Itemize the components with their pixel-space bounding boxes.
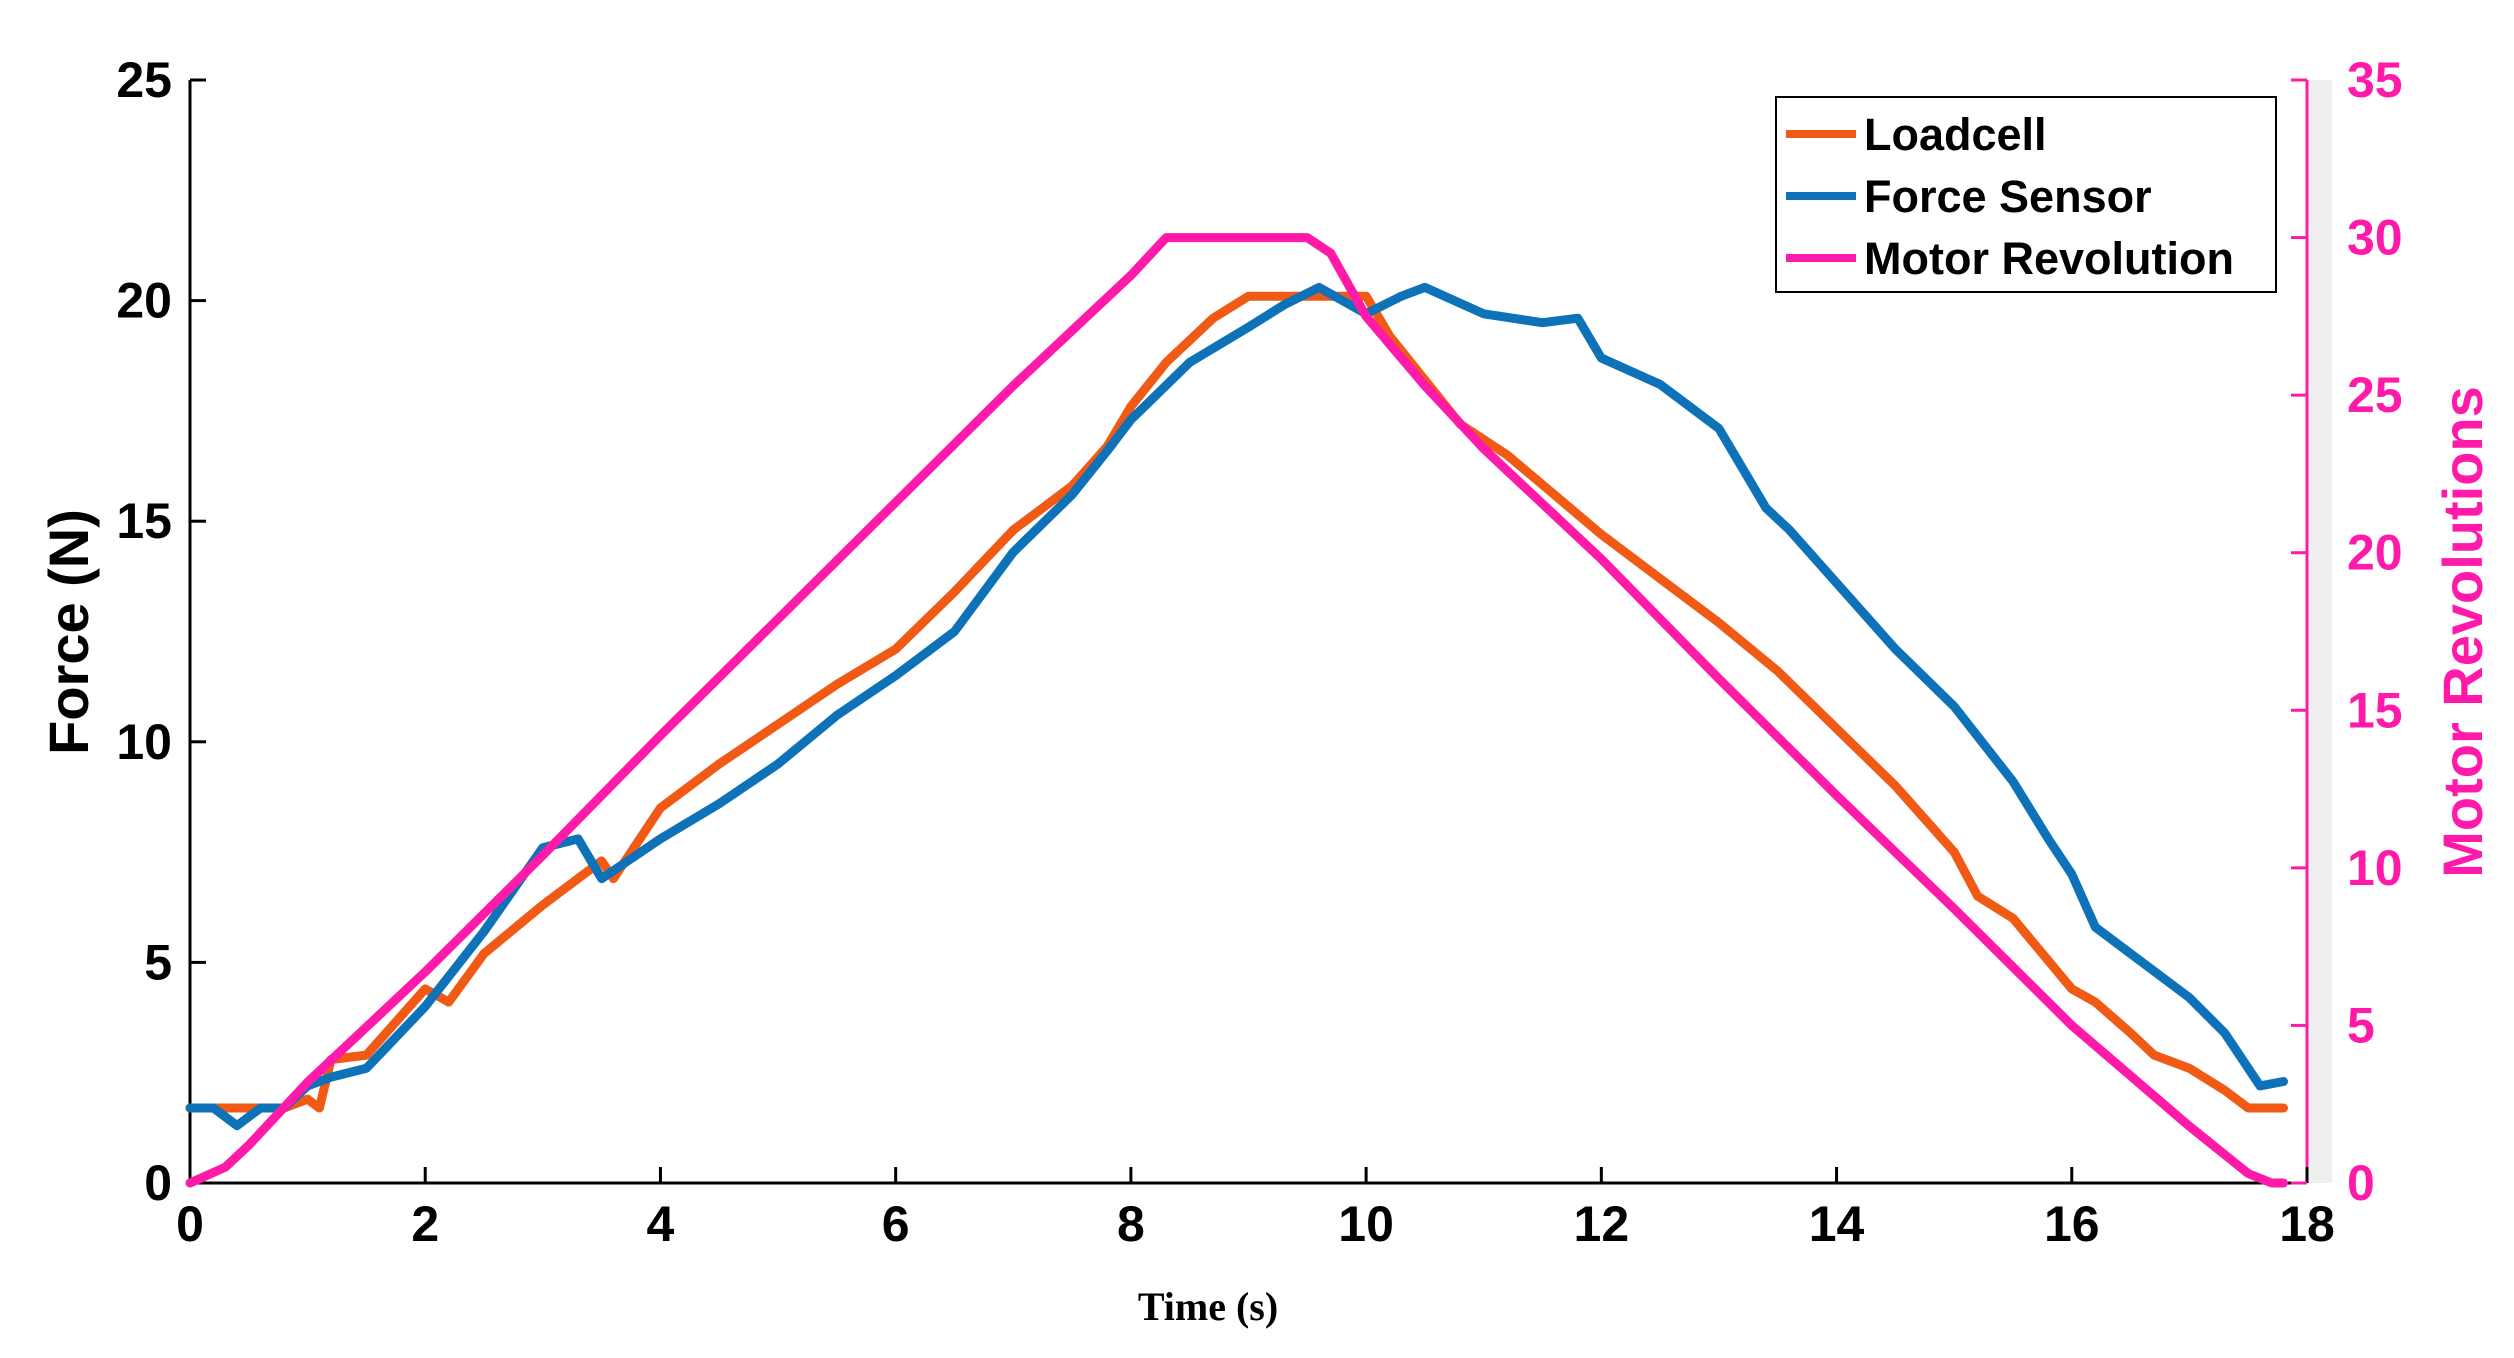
y-right-tick-label: 20 (2347, 525, 2403, 581)
x-tick-label: 0 (176, 1196, 204, 1252)
y-tick-label: 20 (116, 273, 172, 329)
series-line-motor-revolution (185, 233, 2288, 1188)
y-right-tick-label: 35 (2347, 52, 2403, 108)
legend-label-loadcell: Loadcell (1864, 109, 2047, 160)
y-axis-title: Force (N) (37, 509, 100, 755)
axes (188, 80, 2307, 1185)
right-axis-band (2307, 80, 2332, 1183)
x-axis-title: Time (s) (1138, 1284, 1278, 1329)
x-ticks: 0 2 4 6 8 10 12 14 16 18 (176, 1167, 2335, 1252)
y-ticks: 0 5 10 15 20 25 (116, 52, 206, 1211)
x-tick-label: 14 (1809, 1196, 1865, 1252)
x-tick-label: 4 (647, 1196, 675, 1252)
y-right-tick-label: 25 (2347, 367, 2403, 423)
series-line-loadcell (185, 291, 2288, 1113)
x-tick-label: 12 (1574, 1196, 1630, 1252)
x-tick-label: 18 (2279, 1196, 2335, 1252)
x-tick-label: 16 (2044, 1196, 2100, 1252)
legend-label-force-sensor: Force Sensor (1864, 171, 2152, 222)
y-ticks-right: 0 5 10 15 20 25 30 35 (2291, 52, 2403, 1211)
y-right-tick-label: 0 (2347, 1155, 2375, 1211)
series-lines (185, 233, 2288, 1188)
x-tick-label: 2 (411, 1196, 439, 1252)
x-tick-label: 8 (1117, 1196, 1145, 1252)
legend-label-motor-revolution: Motor Revolution (1864, 233, 2234, 284)
y-right-tick-label: 15 (2347, 682, 2403, 738)
y-right-tick-label: 10 (2347, 840, 2403, 896)
y-tick-label: 15 (116, 493, 172, 549)
y-tick-label: 10 (116, 714, 172, 770)
legend: Loadcell Force Sensor Motor Revolution (1775, 96, 2277, 293)
y-right-tick-label: 5 (2347, 997, 2375, 1053)
series-line-force-sensor (185, 282, 2288, 1131)
y-tick-label: 5 (144, 934, 172, 990)
y-tick-label: 25 (116, 52, 172, 108)
x-tick-label: 6 (882, 1196, 910, 1252)
y-tick-label: 0 (144, 1155, 172, 1211)
x-tick-label: 10 (1338, 1196, 1394, 1252)
legend-box (1775, 96, 2277, 293)
y-axis-title-right: Motor Revolutions (2431, 386, 2494, 878)
y-right-tick-label: 30 (2347, 210, 2403, 266)
